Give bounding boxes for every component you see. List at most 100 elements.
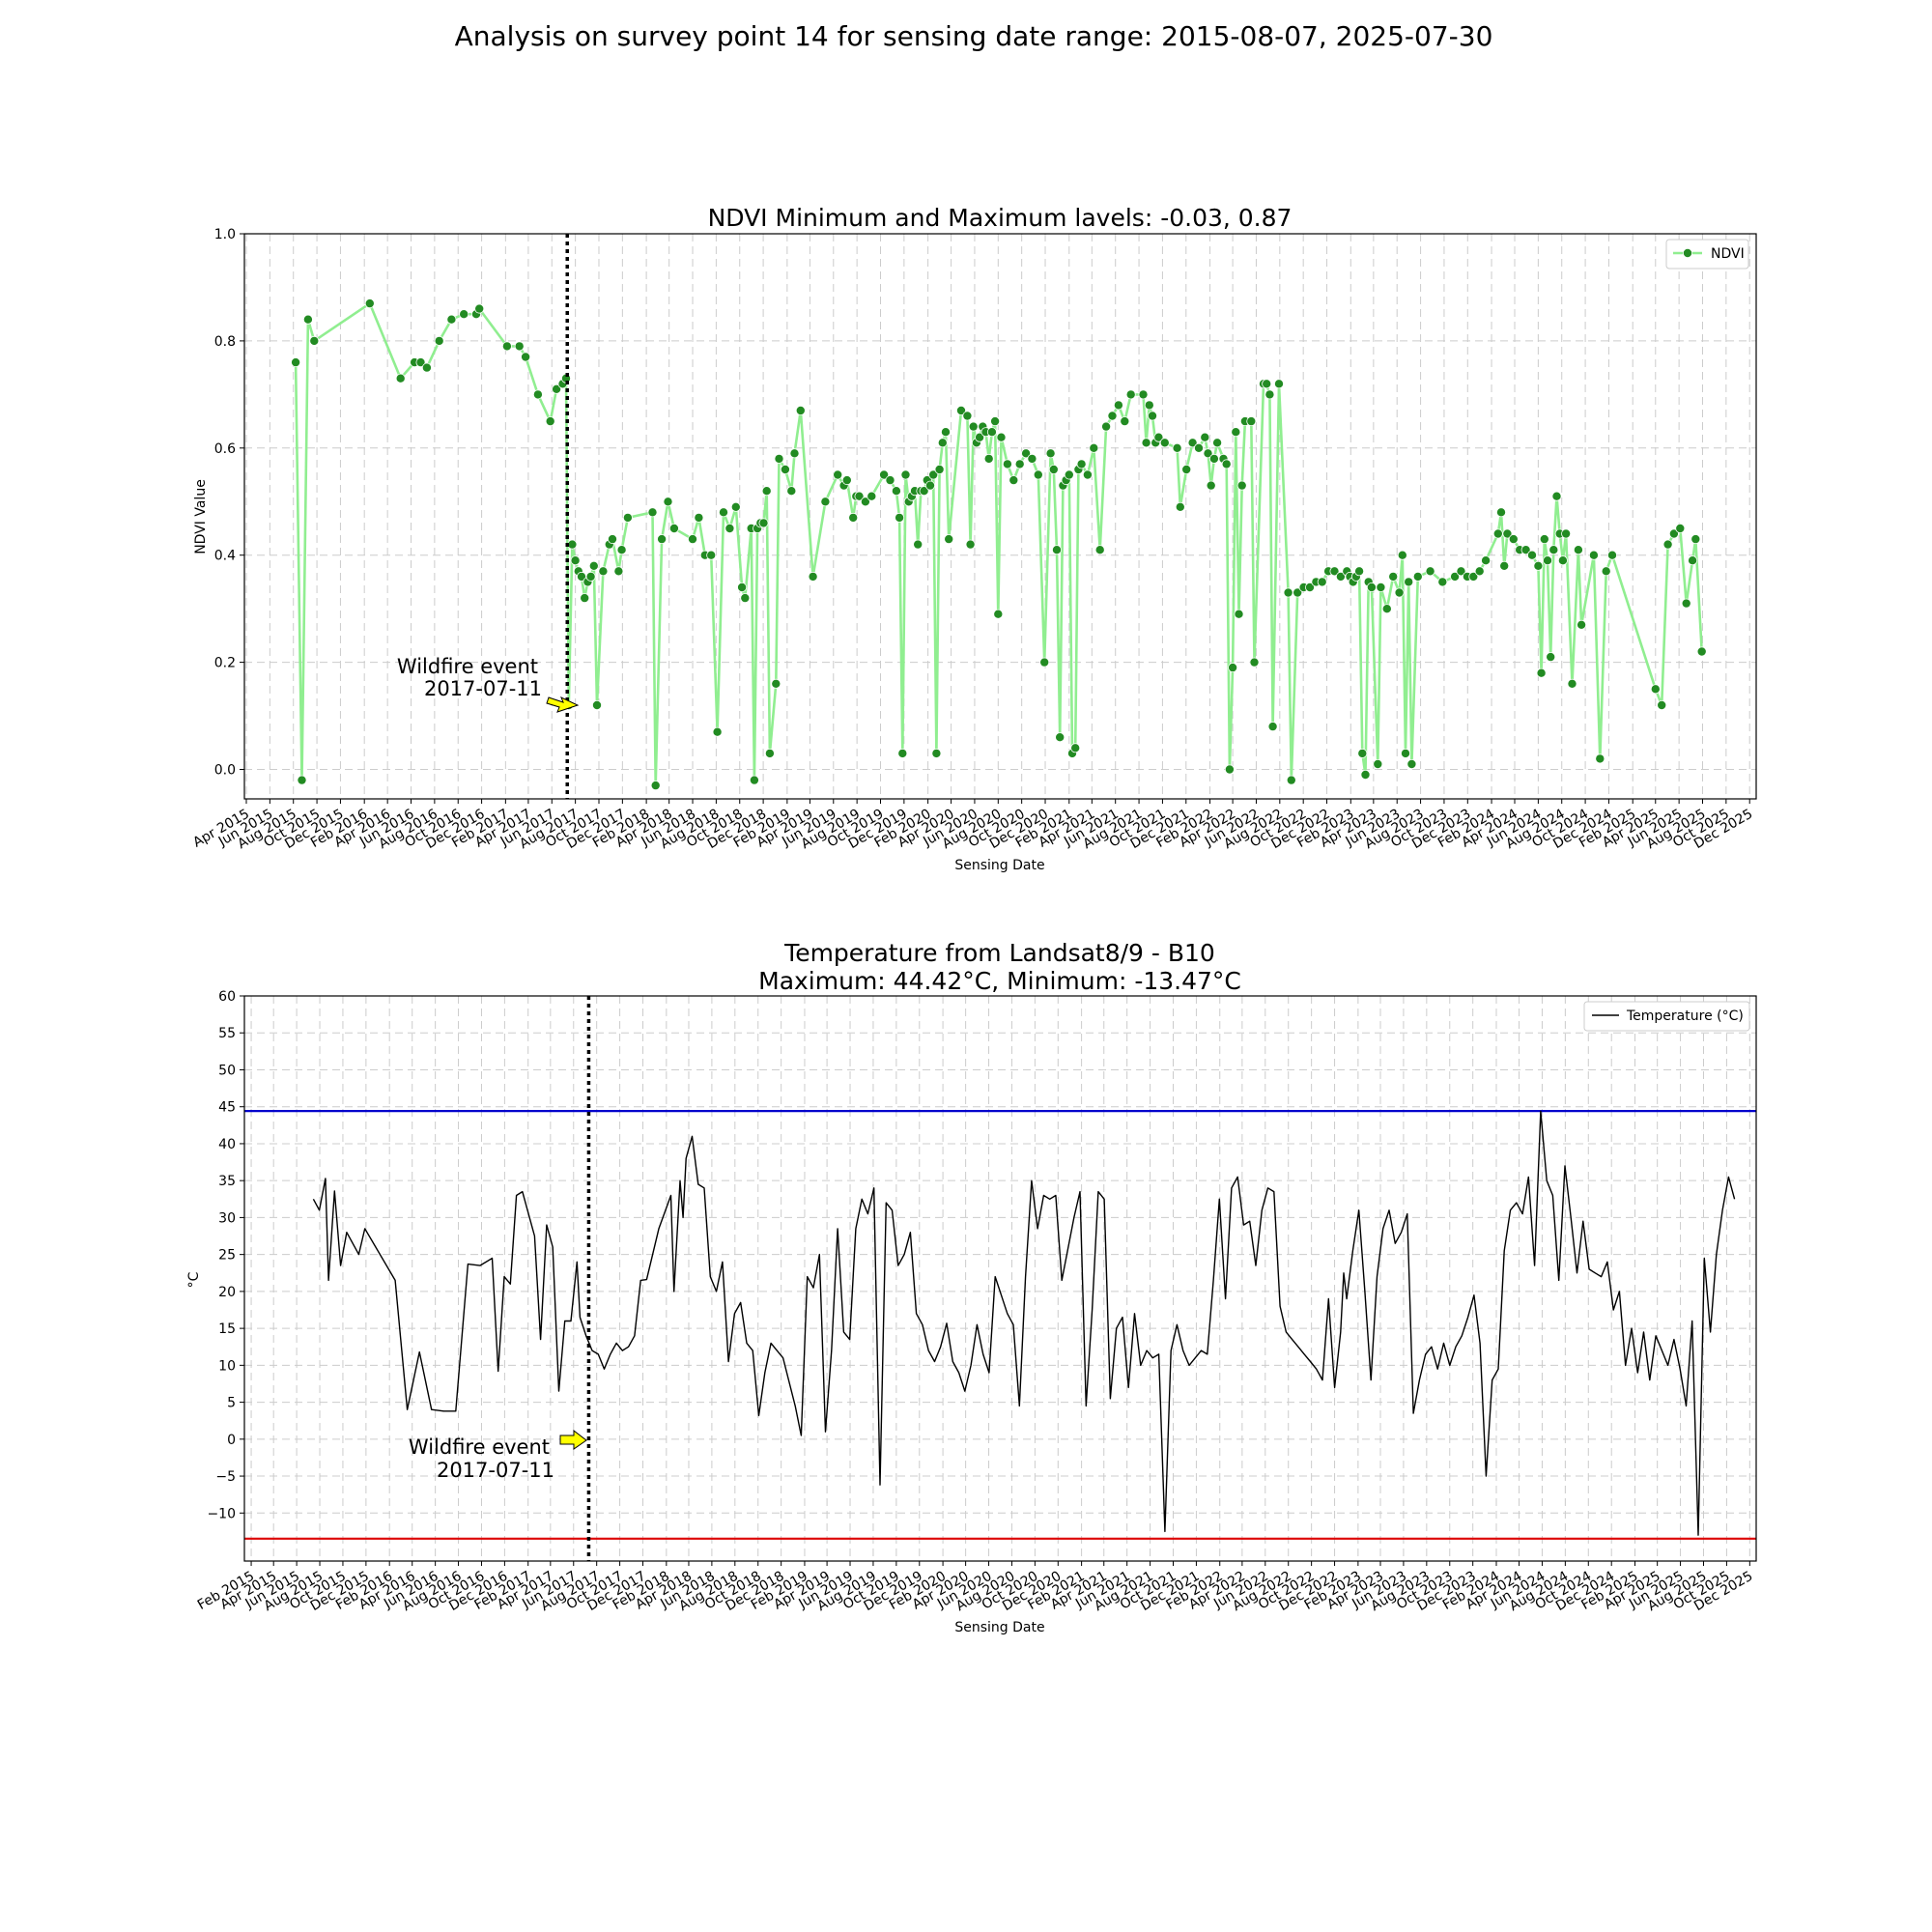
y-tick-label: 45 xyxy=(218,1100,236,1116)
ndvi-event-label-line2: 2017-07-11 xyxy=(424,677,542,700)
data-point xyxy=(1286,775,1296,785)
data-point xyxy=(1187,438,1198,448)
temperature-y-axis: −10 −5 0 5 10 15 20 25 30 35 40 45 50 55 60 xyxy=(207,989,244,1521)
data-point xyxy=(1246,416,1257,427)
data-point xyxy=(854,491,865,501)
data-point xyxy=(993,609,1004,619)
data-point xyxy=(434,335,444,346)
data-point xyxy=(968,421,979,432)
data-point xyxy=(1551,491,1562,501)
data-point xyxy=(663,497,673,507)
data-point xyxy=(913,539,923,550)
data-point xyxy=(956,405,967,415)
data-point xyxy=(446,314,457,325)
data-point xyxy=(1546,652,1556,663)
data-point xyxy=(421,362,432,373)
data-point xyxy=(848,512,859,523)
temperature-event-arrow xyxy=(559,1429,587,1450)
data-point xyxy=(1125,389,1136,400)
data-point xyxy=(1274,379,1285,389)
data-point xyxy=(808,571,818,582)
ndvi-x-axis-label: Sensing Date xyxy=(954,858,1044,873)
data-point xyxy=(1224,764,1235,775)
data-point xyxy=(1394,587,1405,598)
data-point xyxy=(774,453,784,464)
data-point xyxy=(1208,453,1219,464)
data-point xyxy=(706,550,717,560)
data-point xyxy=(1675,524,1686,534)
data-point xyxy=(1360,770,1371,781)
data-point xyxy=(1329,566,1340,577)
data-point xyxy=(1502,528,1513,539)
temperature-y-axis-label: °C xyxy=(186,1271,202,1288)
data-point xyxy=(1107,411,1118,421)
data-point xyxy=(1267,722,1278,732)
ndvi-chart: NDVI Minimum and Maximum lavels: -0.03, … xyxy=(190,204,1757,873)
data-point xyxy=(521,352,531,362)
data-point xyxy=(1076,459,1087,469)
data-point xyxy=(1021,448,1032,459)
data-point xyxy=(1357,748,1368,758)
data-point xyxy=(1381,604,1392,614)
data-point xyxy=(891,486,901,497)
y-tick-label: −5 xyxy=(215,1469,236,1485)
data-point xyxy=(795,405,806,415)
y-tick-label: 0 xyxy=(227,1433,236,1448)
data-point xyxy=(1264,389,1275,400)
data-point xyxy=(1113,400,1123,411)
data-point xyxy=(719,507,729,518)
ndvi-y-axis: 0.0 0.2 0.4 0.6 0.8 1.0 xyxy=(214,227,244,779)
y-tick-label: 30 xyxy=(218,1210,236,1226)
data-point xyxy=(1492,528,1503,539)
data-point xyxy=(1172,442,1182,453)
data-point xyxy=(1681,598,1691,609)
data-point xyxy=(1262,379,1272,389)
data-point xyxy=(928,469,939,480)
ndvi-legend-box xyxy=(1665,239,1749,270)
ndvi-legend: NDVI xyxy=(1665,239,1749,270)
y-tick-label: 0.4 xyxy=(214,549,236,564)
data-point xyxy=(1082,469,1093,480)
data-point xyxy=(900,469,911,480)
data-point xyxy=(1401,748,1411,758)
data-point xyxy=(996,432,1007,442)
temperature-chart-subtitle: Maximum: 44.42°C, Minimum: -13.47°C xyxy=(758,967,1241,995)
data-point xyxy=(592,700,603,711)
data-point xyxy=(879,469,890,480)
y-tick-label: −10 xyxy=(207,1506,236,1521)
data-point xyxy=(657,534,668,545)
data-point xyxy=(580,593,590,604)
data-point xyxy=(1437,577,1448,587)
temperature-grid xyxy=(244,995,1756,1561)
data-point xyxy=(983,453,994,464)
data-point xyxy=(944,534,954,545)
data-point xyxy=(532,389,543,400)
data-point xyxy=(1456,566,1466,577)
data-point xyxy=(1557,555,1568,566)
data-point xyxy=(1221,459,1232,469)
data-point xyxy=(749,775,759,785)
data-point xyxy=(1249,657,1260,668)
temperature-legend-box xyxy=(1583,1001,1750,1032)
data-point xyxy=(1228,663,1238,673)
data-point xyxy=(1039,657,1050,668)
data-point xyxy=(1206,480,1216,491)
data-point xyxy=(474,303,485,314)
data-point xyxy=(1662,539,1673,550)
data-point xyxy=(1567,678,1577,689)
data-point xyxy=(613,566,624,577)
data-point xyxy=(1203,448,1213,459)
data-point xyxy=(395,373,406,384)
data-point xyxy=(860,497,870,507)
data-point xyxy=(941,427,952,438)
data-point xyxy=(668,524,679,534)
data-point xyxy=(1148,411,1158,421)
data-point xyxy=(1481,555,1492,566)
data-point xyxy=(1194,442,1205,453)
data-point xyxy=(1412,571,1423,582)
data-point xyxy=(1231,427,1241,438)
y-tick-label: 25 xyxy=(218,1248,236,1264)
data-point xyxy=(1175,501,1185,512)
y-tick-label: 0.8 xyxy=(214,334,236,350)
